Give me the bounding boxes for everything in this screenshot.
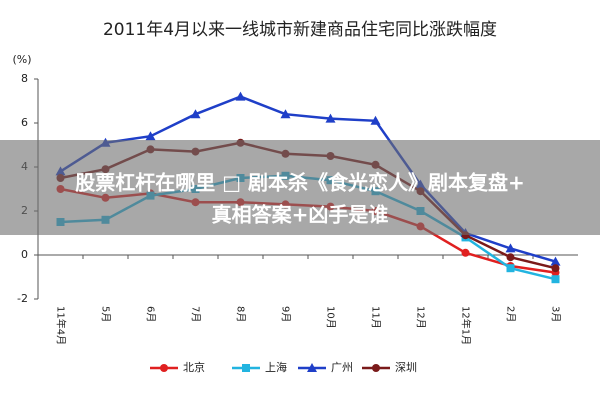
x-tick-label: 6月 <box>145 306 157 322</box>
y-tick-label: -2 <box>17 292 28 305</box>
x-tick-label: 2月 <box>505 306 517 322</box>
marker <box>461 248 470 257</box>
x-tick-label: 5月 <box>100 306 112 322</box>
legend-label: 北京 <box>183 360 205 374</box>
marker <box>551 275 560 284</box>
marker <box>506 264 515 273</box>
x-tick-label: 10月 <box>325 306 337 329</box>
marker <box>280 109 291 119</box>
marker <box>242 364 250 372</box>
marker <box>235 91 246 101</box>
marker <box>506 253 515 262</box>
marker <box>550 256 561 266</box>
series-line <box>59 95 556 263</box>
y-tick-label: 8 <box>21 72 28 85</box>
x-tick-label: 12年1月 <box>460 306 473 345</box>
banner-text: 真相答案+凶手是谁 <box>212 203 389 227</box>
banner-background <box>0 140 600 235</box>
marker <box>190 109 201 119</box>
x-tick-label: 11年4月 <box>55 306 68 345</box>
y-axis-label: (%) <box>12 53 31 66</box>
x-tick-label: 3月 <box>550 306 562 322</box>
legend-label: 深圳 <box>395 361 417 374</box>
x-tick-label: 12月 <box>415 306 427 329</box>
chart-title: 2011年4月以来一线城市新建商品住宅同比涨跌幅度 <box>103 20 497 40</box>
x-tick-label: 11月 <box>370 306 382 329</box>
y-tick-label: 6 <box>21 116 28 129</box>
banner-text: 股票杠杆在哪里 □ 剧本杀《食光恋人》剧本复盘+ <box>75 171 525 195</box>
marker <box>160 364 168 372</box>
y-tick-label: 0 <box>21 248 28 261</box>
legend-label: 上海 <box>265 360 287 374</box>
x-tick-label: 8月 <box>235 306 247 322</box>
marker <box>325 113 336 123</box>
marker <box>145 131 156 141</box>
x-tick-label: 9月 <box>280 306 292 322</box>
marker <box>372 364 380 372</box>
marker <box>307 363 317 372</box>
marker <box>370 115 381 125</box>
legend-label: 广州 <box>331 361 353 374</box>
marker <box>551 264 560 273</box>
marker <box>505 243 516 253</box>
x-tick-label: 7月 <box>190 306 202 322</box>
